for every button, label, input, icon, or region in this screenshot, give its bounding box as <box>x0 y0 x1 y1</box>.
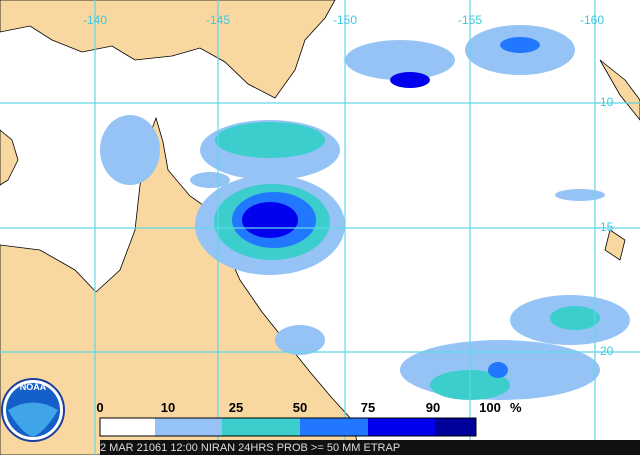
legend-label: 100 <box>479 400 501 415</box>
longitude-label: -160 <box>580 13 604 27</box>
new-guinea <box>0 0 336 99</box>
prob-area <box>190 172 230 188</box>
prob-area <box>390 72 430 88</box>
legend-label: 90 <box>426 400 440 415</box>
longitude-label: -155 <box>458 13 482 27</box>
legend: 0 10 25 50 75 90 100% <box>96 400 522 437</box>
legend-frame <box>99 417 477 437</box>
logo-text: NOAA <box>20 382 47 392</box>
coast-west <box>0 129 19 186</box>
legend-swatch <box>222 418 300 436</box>
legend-swatch <box>435 418 476 436</box>
legend-label: 25 <box>229 400 243 415</box>
prob-area <box>275 325 325 355</box>
probability-areas <box>100 25 630 400</box>
prob-area <box>500 37 540 53</box>
prob-area <box>488 362 508 378</box>
longitude-label: -140 <box>83 13 107 27</box>
longitude-label: -150 <box>333 13 357 27</box>
prob-area <box>555 189 605 201</box>
noaa-logo: NOAA <box>1 378 65 442</box>
logo-wave <box>8 402 58 437</box>
australia <box>0 116 361 455</box>
legend-swatch <box>100 418 155 436</box>
coordinate-labels: -140 -145 -150 -155 -160 -10 -15 -20 <box>83 13 614 358</box>
longitude-label: -145 <box>206 13 230 27</box>
legend-label: 50 <box>293 400 307 415</box>
latitude-label: -10 <box>596 95 614 109</box>
caption-bar <box>100 440 640 455</box>
prob-area <box>215 122 325 158</box>
prob-area <box>100 115 160 185</box>
legend-label: 0 <box>96 400 103 415</box>
legend-swatch <box>300 418 368 436</box>
legend-swatch <box>155 418 222 436</box>
island <box>599 59 640 121</box>
legend-label: 75 <box>361 400 375 415</box>
caption: 2 MAR 21061 12:00 NIRAN 24HRS PROB >= 50… <box>100 442 400 454</box>
legend-label: 10 <box>161 400 175 415</box>
latitude-label: -15 <box>596 220 614 234</box>
prob-area <box>345 40 455 80</box>
island <box>604 229 626 261</box>
prob-area <box>242 202 298 238</box>
legend-swatch <box>368 418 435 436</box>
latitude-label: -20 <box>596 344 614 358</box>
legend-unit: % <box>510 400 522 415</box>
prob-area <box>550 306 600 330</box>
